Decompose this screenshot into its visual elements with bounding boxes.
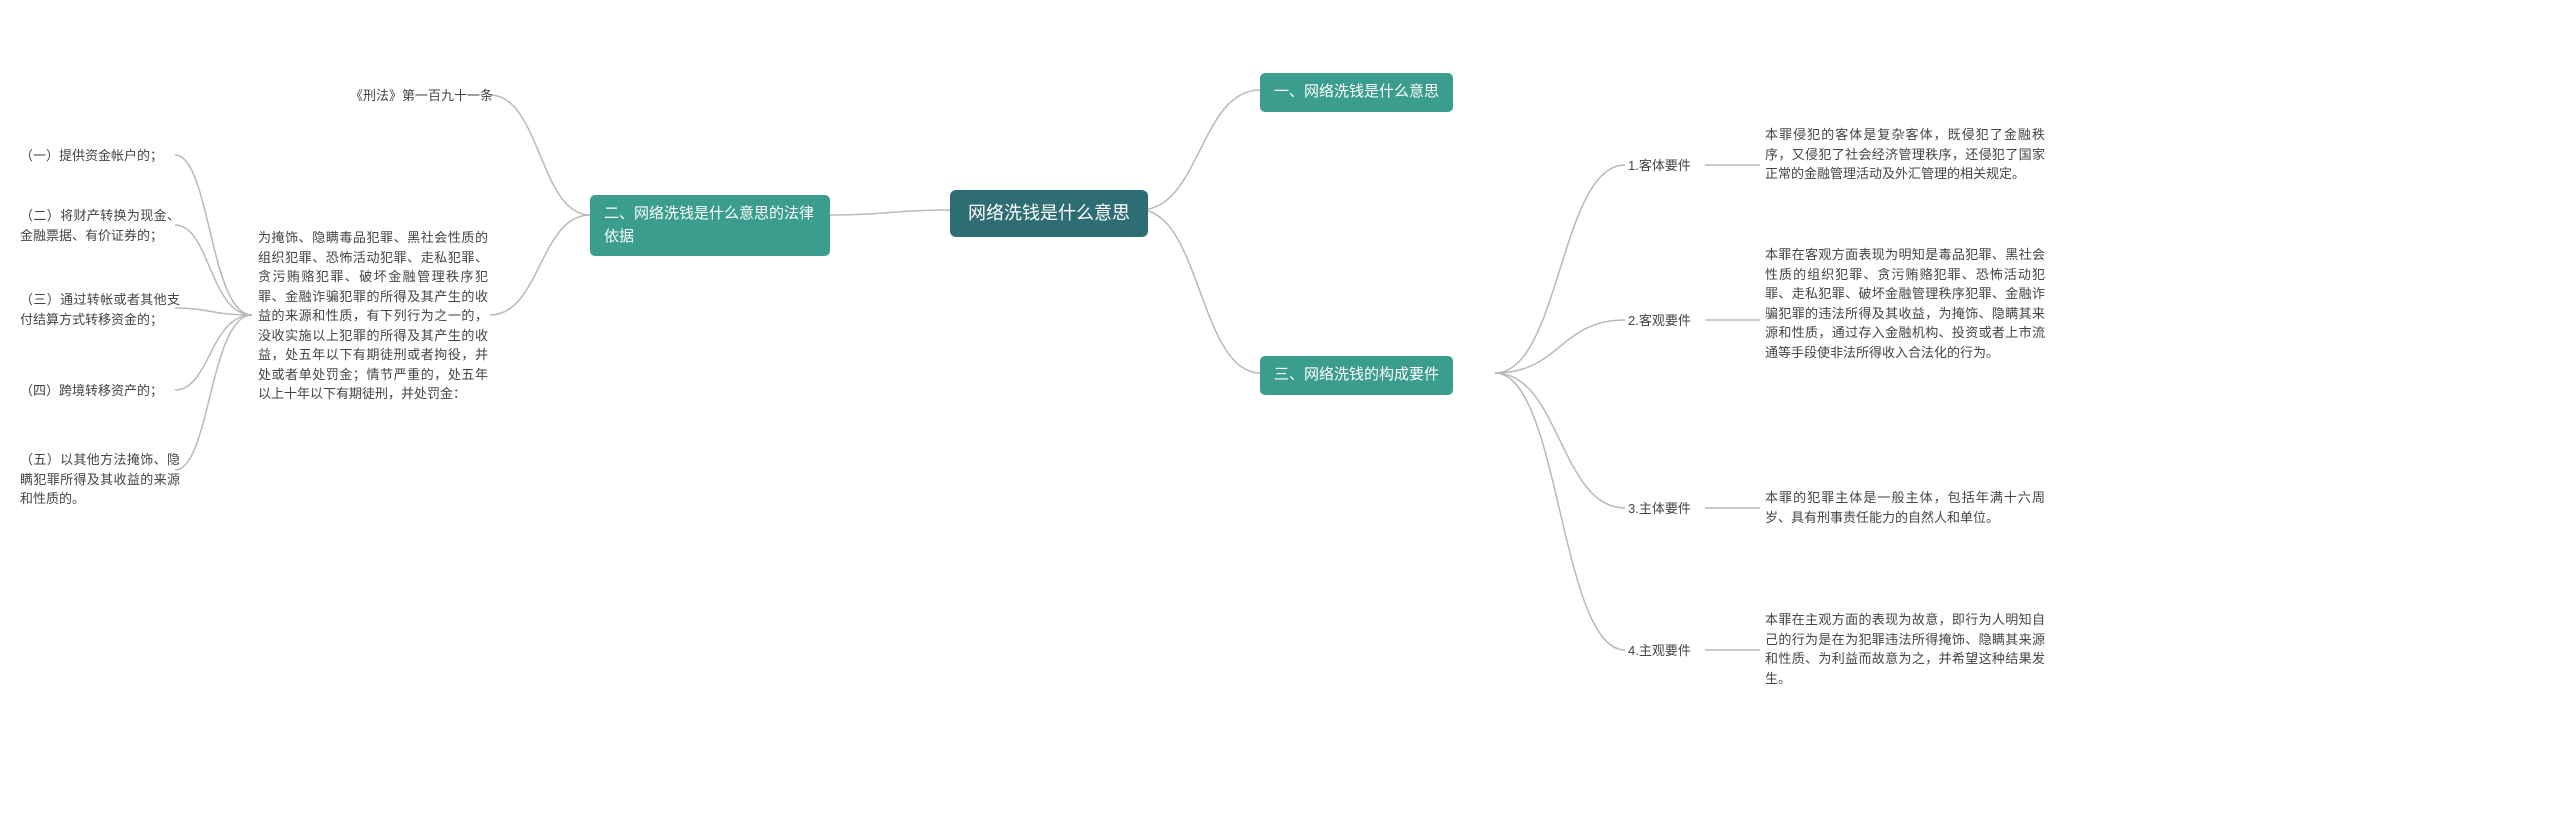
r3-item1-label[interactable]: 1.客体要件 xyxy=(1628,156,1691,176)
l2-sub2: （二）将财产转换为现金、金融票据、有价证券的； xyxy=(20,206,180,245)
l2-law[interactable]: 《刑法》第一百九十一条 xyxy=(350,86,493,106)
l2-sub5: （五）以其他方法掩饰、隐瞒犯罪所得及其收益的来源和性质的。 xyxy=(20,450,180,509)
branch-2[interactable]: 二、网络洗钱是什么意思的法律依据 xyxy=(590,195,830,256)
r3-item1-text: 本罪侵犯的客体是复杂客体，既侵犯了金融秩序，又侵犯了社会经济管理秩序，还侵犯了国… xyxy=(1765,125,2045,184)
branch-3-label: 三、网络洗钱的构成要件 xyxy=(1274,366,1439,383)
r3-item3-label[interactable]: 3.主体要件 xyxy=(1628,499,1691,519)
mindmap-connectors xyxy=(0,0,2560,827)
root-label: 网络洗钱是什么意思 xyxy=(968,203,1130,223)
r3-item4-label[interactable]: 4.主观要件 xyxy=(1628,641,1691,661)
l2-sub4: （四）跨境转移资产的； xyxy=(20,381,163,401)
l2-desc: 为掩饰、隐瞒毒品犯罪、黑社会性质的组织犯罪、恐怖活动犯罪、走私犯罪、贪污贿赂犯罪… xyxy=(258,228,488,404)
r3-item4-text: 本罪在主观方面的表现为故意，即行为人明知自己的行为是在为犯罪违法所得掩饰、隐瞒其… xyxy=(1765,610,2045,688)
l2-sub1: （一）提供资金帐户的； xyxy=(20,146,163,166)
r3-item2-text: 本罪在客观方面表现为明知是毒品犯罪、黑社会性质的组织犯罪、贪污贿赂犯罪、恐怖活动… xyxy=(1765,245,2045,362)
branch-1[interactable]: 一、网络洗钱是什么意思 xyxy=(1260,73,1453,112)
branch-1-label: 一、网络洗钱是什么意思 xyxy=(1274,83,1439,100)
mindmap-root[interactable]: 网络洗钱是什么意思 xyxy=(950,190,1148,237)
branch-3[interactable]: 三、网络洗钱的构成要件 xyxy=(1260,356,1453,395)
r3-item2-label[interactable]: 2.客观要件 xyxy=(1628,311,1691,331)
branch-2-label: 二、网络洗钱是什么意思的法律依据 xyxy=(604,205,814,245)
l2-sub3: （三）通过转帐或者其他支付结算方式转移资金的； xyxy=(20,290,180,329)
r3-item3-text: 本罪的犯罪主体是一般主体，包括年满十六周岁、具有刑事责任能力的自然人和单位。 xyxy=(1765,488,2045,527)
